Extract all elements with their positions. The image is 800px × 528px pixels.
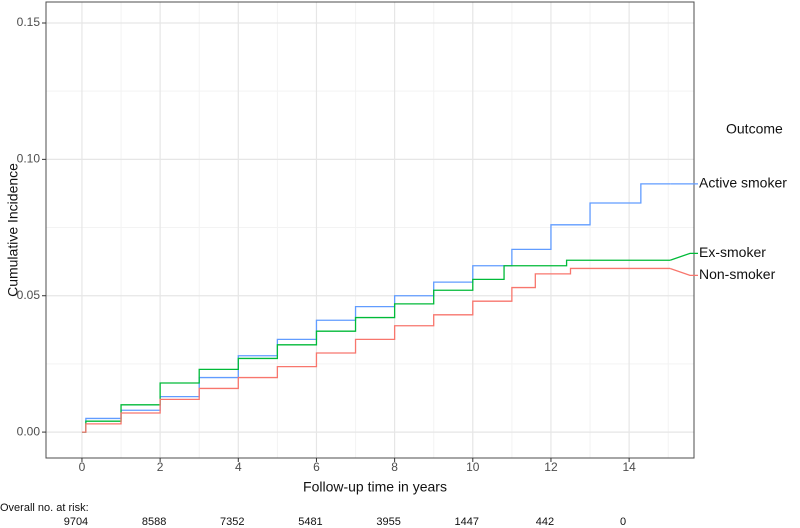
panel bbox=[46, 2, 694, 458]
risk-count: 0 bbox=[620, 516, 626, 528]
x-axis-title: Follow-up time in years bbox=[303, 479, 447, 495]
y-axis-title: Cumulative Incidence bbox=[5, 163, 21, 297]
legend-title: Outcome bbox=[726, 121, 783, 137]
plot bbox=[81, 183, 671, 433]
x-tick-label: 2 bbox=[157, 460, 164, 474]
risk-count: 9704 bbox=[64, 516, 88, 528]
risk-count: 5481 bbox=[298, 516, 322, 528]
y-tick-label: 0.15 bbox=[17, 15, 41, 29]
risk-count: 1447 bbox=[455, 516, 479, 528]
step-line bbox=[81, 259, 671, 433]
risk-count: 3955 bbox=[376, 516, 400, 528]
risk-count: 7352 bbox=[220, 516, 244, 528]
series-label: Ex-smoker bbox=[699, 244, 766, 260]
label-connector bbox=[669, 252, 698, 261]
label-connector bbox=[669, 267, 698, 277]
risk-count: 442 bbox=[536, 516, 554, 528]
step-line bbox=[81, 267, 671, 433]
x-tick-label: 6 bbox=[313, 460, 320, 474]
risk-count: 8588 bbox=[142, 516, 166, 528]
x-tick-label: 12 bbox=[544, 460, 558, 474]
x-tick-label: 14 bbox=[622, 460, 636, 474]
y-tick-label: 0.10 bbox=[17, 152, 41, 166]
series-label: Active smoker bbox=[699, 175, 787, 191]
x-tick-label: 0 bbox=[79, 460, 86, 474]
x-tick-label: 4 bbox=[235, 460, 242, 474]
series-label: Non-smoker bbox=[699, 266, 776, 282]
y-tick-label: 0.05 bbox=[17, 288, 41, 302]
panel-border bbox=[45, 1, 695, 459]
risk-table-title: Overall no. at risk: bbox=[0, 502, 89, 514]
x-tick-label: 8 bbox=[391, 460, 398, 474]
y-tick-label: 0.00 bbox=[17, 424, 41, 438]
x-tick-label: 10 bbox=[466, 460, 480, 474]
